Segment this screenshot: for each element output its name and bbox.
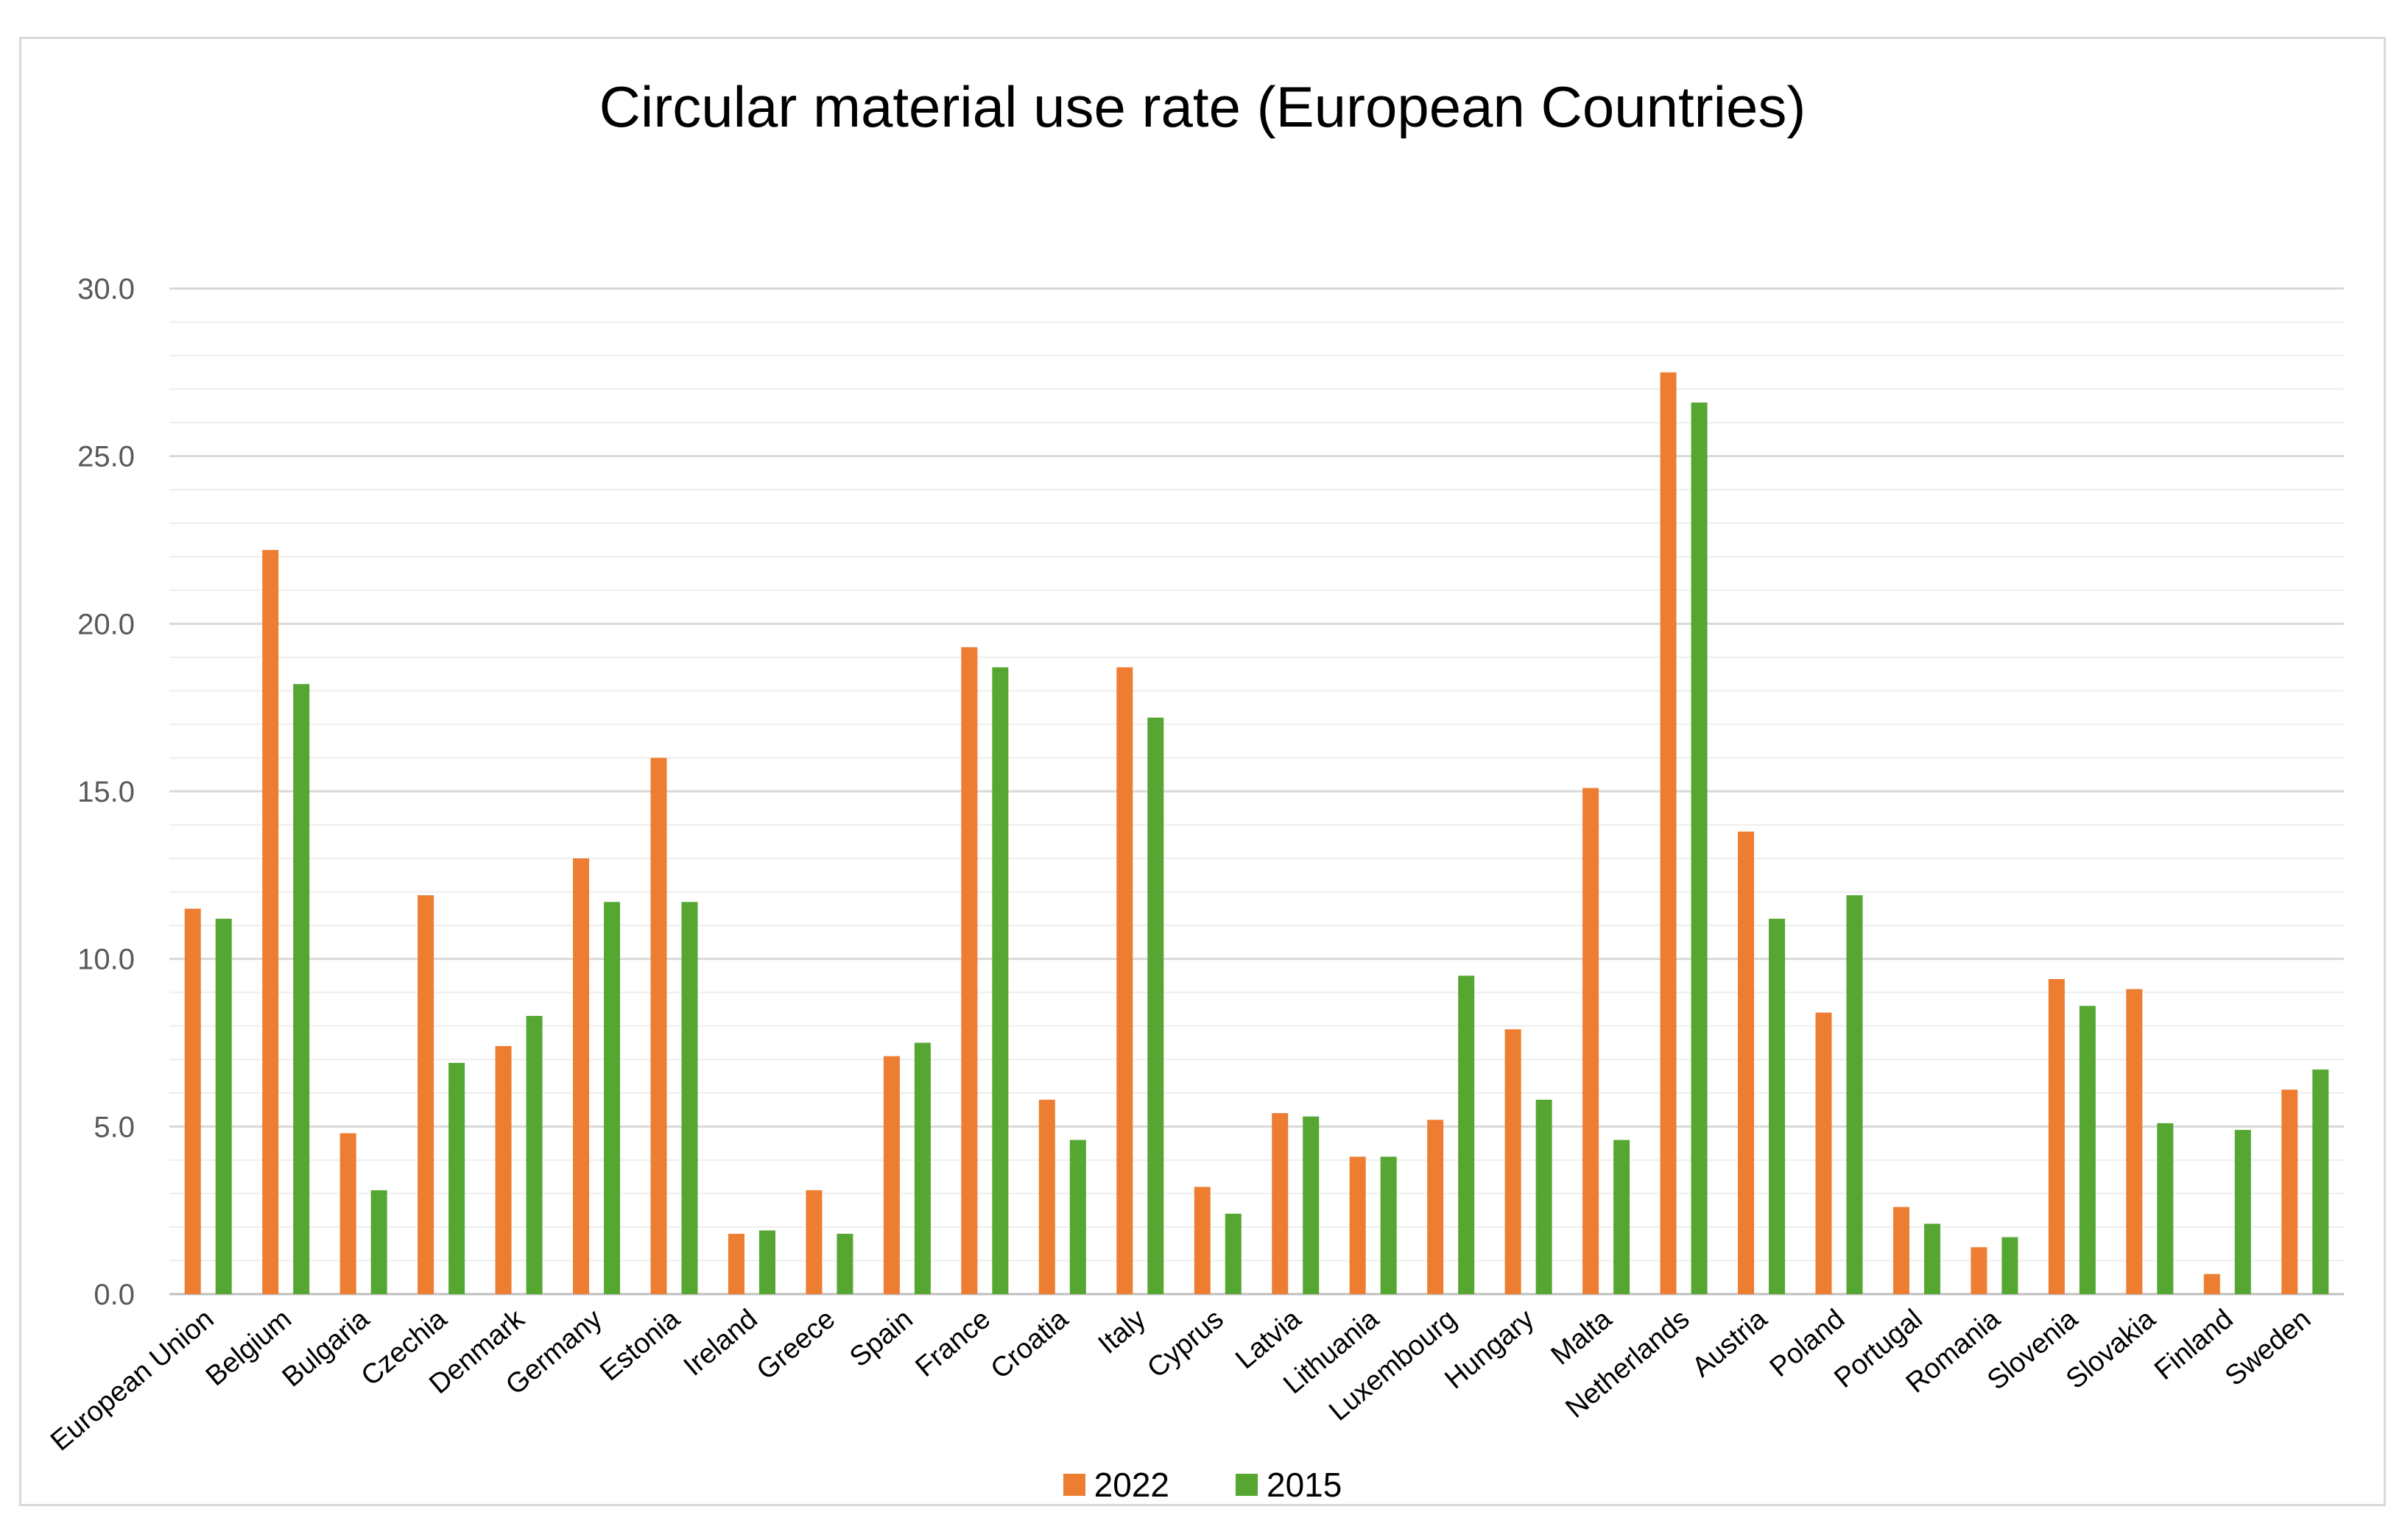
- bar-2022-slovenia: [2048, 978, 2065, 1294]
- bar-2015-hungary: [1535, 1099, 1552, 1294]
- bar-2015-estonia: [681, 902, 698, 1294]
- legend-label-2022: 2022: [1094, 1466, 1169, 1504]
- legend-item-2022: 2022: [1063, 1465, 1169, 1505]
- x-tick-label: Austria: [1686, 1303, 1773, 1383]
- bar-2022-lithuania: [1349, 1156, 1366, 1294]
- bar-2015-netherlands: [1691, 402, 1708, 1294]
- bar-2015-romania: [2001, 1237, 2018, 1294]
- x-tick-label: Croatia: [985, 1303, 1074, 1385]
- bar-2015-belgium: [293, 684, 310, 1294]
- x-tick-label: Cyprus: [1141, 1304, 1229, 1385]
- bar-2015-portugal: [1923, 1223, 1940, 1294]
- x-tick-label: Slovakia: [2060, 1303, 2162, 1395]
- x-tick-label: Belgium: [200, 1304, 297, 1392]
- bar-2022-bulgaria: [339, 1133, 356, 1294]
- y-tick-label: 15.0: [77, 776, 135, 808]
- y-tick-label: 5.0: [94, 1111, 135, 1143]
- bar-2022-latvia: [1272, 1113, 1289, 1294]
- x-tick-label: European Union: [45, 1304, 219, 1458]
- bar-2022-netherlands: [1660, 372, 1677, 1294]
- bar-2022-finland: [2203, 1274, 2220, 1294]
- bar-2022-germany: [573, 858, 590, 1294]
- bar-2015-greece: [837, 1234, 853, 1294]
- bar-2022-sweden: [2281, 1089, 2298, 1294]
- bar-2022-spain: [883, 1056, 900, 1294]
- bar-2015-croatia: [1069, 1140, 1086, 1294]
- x-tick-label: France: [910, 1304, 997, 1383]
- x-tick-label: Hungary: [1439, 1304, 1540, 1396]
- bar-2022-denmark: [495, 1046, 512, 1294]
- y-tick-label: 20.0: [77, 608, 135, 640]
- x-tick-label: Spain: [844, 1304, 918, 1374]
- bar-2022-romania: [1971, 1247, 1987, 1294]
- bar-2022-estonia: [650, 757, 667, 1294]
- chart-legend: 2022 2015: [0, 1465, 2405, 1505]
- bar-2015-france: [992, 667, 1009, 1294]
- bar-2022-greece: [806, 1190, 823, 1294]
- x-tick-label: Ireland: [678, 1304, 764, 1382]
- bar-2022-austria: [1738, 831, 1755, 1294]
- bar-2015-slovenia: [2079, 1006, 2096, 1294]
- bar-2022-european-union: [184, 908, 201, 1294]
- bar-2015-ireland: [758, 1230, 775, 1294]
- legend-swatch-2022: [1063, 1474, 1085, 1496]
- bar-2022-cyprus: [1194, 1187, 1211, 1294]
- bar-2022-luxembourg: [1427, 1120, 1444, 1294]
- bar-2015-finland: [2234, 1129, 2251, 1294]
- x-tick-label: Sweden: [2219, 1304, 2317, 1392]
- legend-item-2015: 2015: [1236, 1465, 1342, 1505]
- bar-2015-bulgaria: [370, 1190, 387, 1294]
- x-tick-label: Estonia: [594, 1303, 686, 1387]
- chart-title: Circular material use rate (European Cou…: [599, 74, 1806, 139]
- bar-2022-hungary: [1504, 1029, 1521, 1294]
- bar-2022-slovakia: [2126, 989, 2143, 1294]
- y-tick-label: 10.0: [77, 944, 135, 976]
- bar-2015-spain: [914, 1042, 931, 1294]
- x-tick-label: Bulgaria: [277, 1303, 376, 1393]
- bar-2022-france: [961, 647, 978, 1294]
- bar-2022-italy: [1116, 667, 1133, 1294]
- bar-2022-ireland: [728, 1234, 744, 1294]
- y-tick-label: 30.0: [77, 273, 135, 305]
- x-tick-label: Greece: [751, 1304, 841, 1386]
- bar-2015-sweden: [2312, 1069, 2329, 1294]
- bar-2022-croatia: [1038, 1099, 1055, 1294]
- bar-2015-malta: [1613, 1140, 1630, 1294]
- bar-2022-belgium: [262, 550, 279, 1294]
- bar-2015-latvia: [1303, 1116, 1320, 1294]
- legend-label-2015: 2015: [1267, 1466, 1342, 1504]
- bar-2022-poland: [1815, 1012, 1832, 1294]
- bar-2015-czechia: [448, 1062, 465, 1294]
- bar-2015-european-union: [215, 919, 232, 1294]
- bar-2022-czechia: [418, 895, 434, 1294]
- bar-2015-denmark: [526, 1016, 543, 1294]
- bar-2015-germany: [604, 902, 621, 1294]
- y-tick-label: 25.0: [77, 441, 135, 473]
- y-tick-label: 0.0: [94, 1279, 135, 1311]
- bar-2015-lithuania: [1380, 1156, 1397, 1294]
- bar-2015-slovakia: [2157, 1123, 2174, 1294]
- bar-2022-portugal: [1892, 1207, 1909, 1294]
- bar-2015-austria: [1769, 919, 1786, 1294]
- bar-2015-cyprus: [1225, 1213, 1242, 1294]
- legend-swatch-2015: [1236, 1474, 1258, 1496]
- bar-2022-malta: [1582, 788, 1599, 1294]
- x-tick-label: Italy: [1093, 1304, 1152, 1360]
- bar-2015-poland: [1846, 895, 1863, 1294]
- bar-2015-italy: [1147, 717, 1164, 1294]
- bar-2015-luxembourg: [1458, 975, 1475, 1294]
